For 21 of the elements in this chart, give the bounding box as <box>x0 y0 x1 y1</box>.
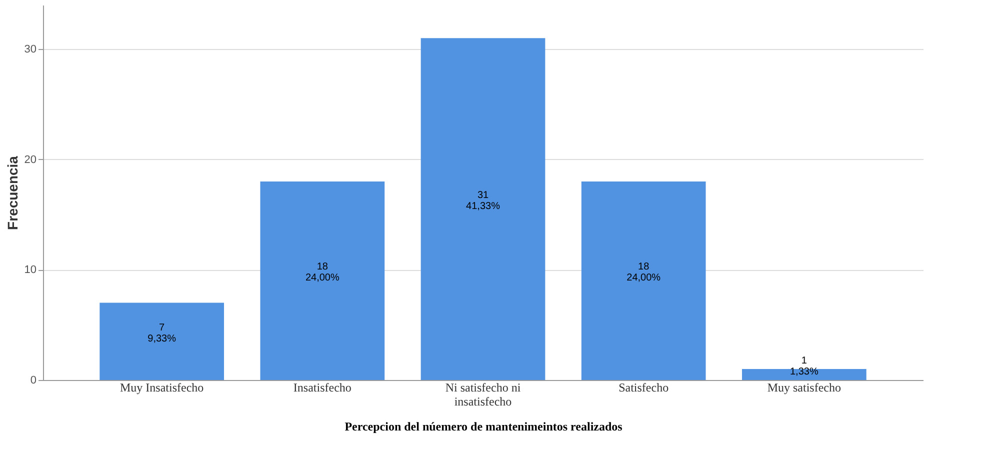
bar <box>742 368 866 380</box>
y-axis-title: Frecuencia <box>4 156 20 230</box>
bar <box>100 302 224 380</box>
x-tick-label: Muy Insatisfecho <box>120 380 204 394</box>
x-tick-label: Muy satisfecho <box>767 380 841 394</box>
bar <box>260 181 385 380</box>
x-axis-title: Percepcion del núemero de mantenimeintos realizados <box>344 420 623 434</box>
y-tick-label: 20 <box>24 154 36 166</box>
y-tick-label: 30 <box>24 44 36 56</box>
data-label: 1 1,33% <box>790 355 818 378</box>
data-label: 18 24,00% <box>305 262 340 284</box>
bar <box>581 181 706 380</box>
x-tick-label: Satisfecho <box>618 380 669 394</box>
data-label: 18 24,00% <box>626 262 661 284</box>
data-label: 31 41,33% <box>466 190 500 212</box>
y-tick-label: 0 <box>30 374 36 386</box>
y-tick-label: 10 <box>24 264 36 276</box>
data-label: 7 9,33% <box>148 322 176 344</box>
x-tick-label: Insatisfecho <box>293 380 352 394</box>
x-tick-label: Ni satisfecho ni insatisfecho <box>445 380 522 408</box>
bar <box>420 38 546 380</box>
